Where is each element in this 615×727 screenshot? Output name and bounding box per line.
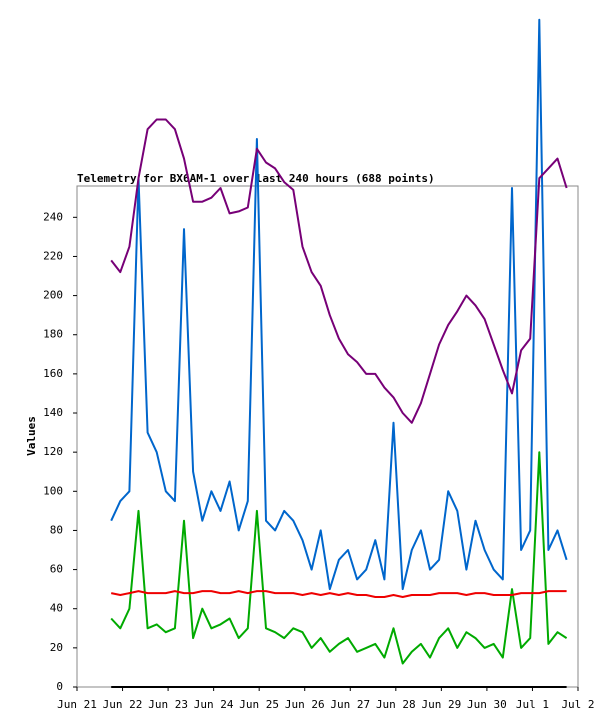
- series-line: [110, 590, 567, 598]
- y-tick-label: 0: [56, 680, 63, 693]
- y-tick-label: 140: [43, 406, 63, 419]
- x-tick-label: Jun 22: [103, 698, 143, 711]
- series-line: [110, 18, 568, 591]
- x-tick-label: Jun 21: [57, 698, 97, 711]
- x-tick-label: Jun 25: [239, 698, 279, 711]
- y-tick-label: 120: [43, 445, 63, 458]
- x-tick-label: Jun 28: [376, 698, 416, 711]
- y-axis-label: Values: [25, 416, 38, 456]
- series-line: [110, 118, 568, 424]
- x-tick-label: Jul 1: [516, 698, 549, 711]
- x-tick-label: Jun 24: [194, 698, 234, 711]
- x-tick-label: Jun 26: [285, 698, 325, 711]
- x-tick-label: Jun 23: [148, 698, 188, 711]
- x-tick-label: Jun 27: [330, 698, 370, 711]
- plot-frame: [76, 185, 579, 688]
- y-tick-label: 220: [43, 249, 63, 262]
- y-tick-label: 100: [43, 484, 63, 497]
- y-tick-label: 240: [43, 210, 63, 223]
- x-tick-label: Jun 30: [467, 698, 507, 711]
- series-line: [110, 451, 568, 665]
- y-tick-label: 20: [50, 641, 63, 654]
- y-tick-label: 40: [50, 602, 63, 615]
- y-tick-label: 80: [50, 523, 63, 536]
- x-tick-label: Jul 2: [561, 698, 594, 711]
- y-tick-label: 180: [43, 328, 63, 341]
- y-tick-label: 160: [43, 367, 63, 380]
- y-tick-label: 200: [43, 289, 63, 302]
- x-tick-label: Jun 29: [421, 698, 461, 711]
- y-tick-label: 60: [50, 563, 63, 576]
